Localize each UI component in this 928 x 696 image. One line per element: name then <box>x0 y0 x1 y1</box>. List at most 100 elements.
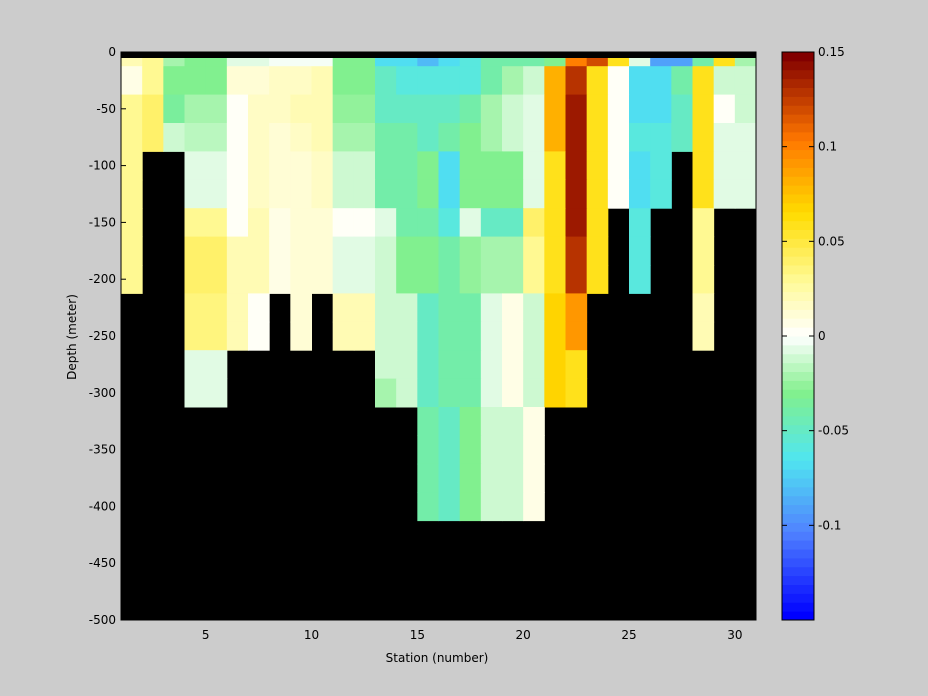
heatmap-cell <box>142 66 164 96</box>
heatmap-cell <box>459 407 482 436</box>
heatmap-cell <box>629 66 651 96</box>
heatmap-cell <box>417 236 439 266</box>
heatmap-cell <box>544 208 566 238</box>
heatmap-cell <box>565 123 588 152</box>
heatmap-cell <box>544 66 566 96</box>
heatmap-cell <box>480 66 503 96</box>
heatmap-cell <box>502 265 524 294</box>
heatmap-cell <box>375 378 397 408</box>
heatmap-cell <box>692 236 715 266</box>
heatmap-cell <box>692 151 715 181</box>
heatmap-cell <box>290 265 312 294</box>
top-missing-band <box>121 52 756 58</box>
y-axis-label: Depth (meter) <box>65 294 79 380</box>
heatmap-cell <box>734 123 757 152</box>
heatmap-cell <box>396 265 418 294</box>
heatmap-cell <box>480 407 503 436</box>
heatmap-cell <box>142 123 164 152</box>
heatmap-cell <box>311 236 334 266</box>
heatmap-cell <box>121 208 143 238</box>
heatmap-cell <box>565 293 588 323</box>
heatmap-cell <box>417 321 439 351</box>
heatmap-cell <box>459 463 482 493</box>
heatmap-cell <box>629 265 651 294</box>
heatmap-cell <box>438 151 461 181</box>
heatmap-cell <box>121 66 143 96</box>
heatmap-cell <box>692 66 715 96</box>
heatmap-cell <box>184 378 207 408</box>
heatmap-cell <box>502 94 524 124</box>
heatmap-cell <box>269 208 291 238</box>
colorbar-band <box>782 353 814 364</box>
heatmap-cell <box>121 151 143 181</box>
y-tick-label: -300 <box>89 386 116 400</box>
heatmap-cell <box>692 265 715 294</box>
heatmap-cell <box>248 179 270 209</box>
heatmap-cell <box>290 123 312 152</box>
heatmap-cell <box>671 123 693 152</box>
heatmap-cell <box>353 321 376 351</box>
heatmap-cell <box>565 151 588 181</box>
heatmap-cell <box>205 123 228 152</box>
colorbar-band <box>782 407 814 417</box>
heatmap-cell <box>586 123 609 152</box>
colorbar-band <box>782 469 814 479</box>
heatmap-cell <box>480 435 503 465</box>
heatmap-cell <box>375 350 397 380</box>
heatmap-cell <box>311 179 334 209</box>
heatmap-cell <box>629 94 651 124</box>
heatmap-cell <box>375 66 397 96</box>
heatmap-cell <box>417 265 439 294</box>
colorbar-band <box>782 265 814 275</box>
heatmap-cell <box>332 236 355 266</box>
heatmap-cell <box>248 321 270 351</box>
heatmap-cell <box>332 179 355 209</box>
colorbar-band <box>782 513 814 523</box>
heatmap-cell <box>375 94 397 124</box>
colorbar-band <box>782 371 814 381</box>
y-tick-label: -200 <box>89 272 116 286</box>
heatmap-cell <box>396 151 418 181</box>
colorbar-band <box>782 549 814 559</box>
heatmap-cell <box>459 236 482 266</box>
heatmap-cell <box>353 179 376 209</box>
heatmap-cell <box>671 66 693 96</box>
heatmap-cell <box>586 208 609 238</box>
heatmap-cell <box>121 94 143 124</box>
heatmap-cell <box>480 265 503 294</box>
heatmap-cell <box>248 293 270 323</box>
heatmap-cell <box>332 208 355 238</box>
heatmap-cell <box>205 66 228 96</box>
heatmap-cell <box>629 179 651 209</box>
heatmap-cell <box>290 208 312 238</box>
colorbar-band <box>782 78 814 88</box>
colorbar-band <box>782 300 814 310</box>
heatmap-cell <box>184 236 207 266</box>
heatmap-cell <box>544 321 566 351</box>
heatmap-cell <box>607 179 630 209</box>
heatmap-cell <box>480 236 503 266</box>
heatmap-cell <box>480 151 503 181</box>
colorbar-band <box>782 584 814 594</box>
heatmap-cell <box>311 94 334 124</box>
heatmap-cell <box>438 123 461 152</box>
colorbar-band <box>782 575 814 585</box>
heatmap-cell <box>226 94 249 124</box>
colorbar-band <box>782 344 814 355</box>
heatmap-cell <box>417 123 439 152</box>
colorbar-band <box>782 211 814 222</box>
heatmap-cell <box>311 66 334 96</box>
heatmap-cell <box>586 265 609 294</box>
heatmap-cell <box>502 435 524 465</box>
y-axis-ticks: 0 -50 -100 -150 -200 -250 -300 -350 -400 -450 -500 <box>89 45 126 627</box>
heatmap-cell <box>586 236 609 266</box>
colorbar-band <box>782 451 814 461</box>
heatmap-cell <box>396 123 418 152</box>
heatmap-cell <box>269 123 291 152</box>
heatmap-cell <box>692 94 715 124</box>
heatmap-cell <box>650 66 672 96</box>
heatmap-cell <box>353 293 376 323</box>
heatmap-cell <box>396 208 418 238</box>
y-tick-label: -500 <box>89 613 116 627</box>
heatmap-cell <box>396 66 418 96</box>
